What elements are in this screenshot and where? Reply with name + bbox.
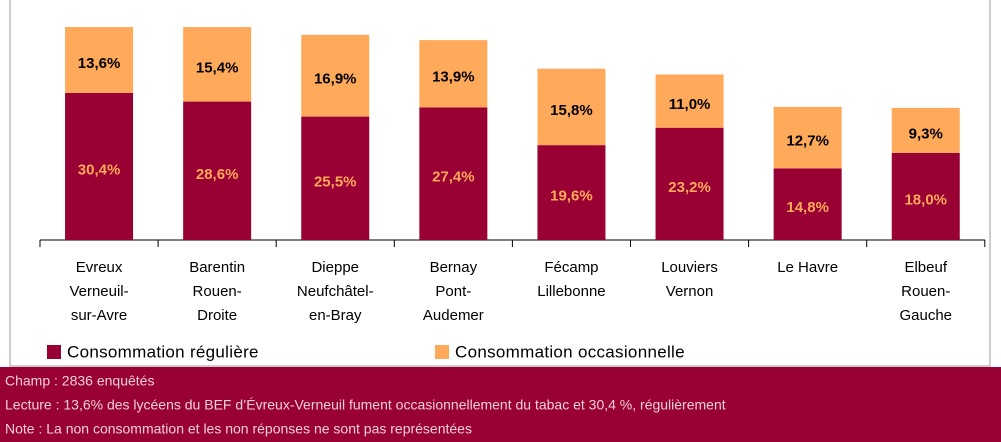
bar-segment	[891, 152, 960, 240]
legend-swatch	[435, 345, 449, 359]
data-label: 12,7%	[786, 133, 829, 150]
x-tick-label: Louviers Vernon	[661, 259, 718, 300]
data-label: 13,9%	[432, 69, 475, 86]
chart-frame	[9, 0, 991, 367]
bar-segment	[655, 127, 724, 240]
note-box	[0, 367, 1001, 442]
data-label: 13,6%	[78, 55, 121, 72]
bar-segment	[301, 34, 370, 117]
x-tick-label: Fécamp Lillebonne	[537, 259, 605, 300]
x-tick-label: Le Havre	[777, 259, 838, 276]
data-label: 28,6%	[196, 166, 239, 183]
bar-segment	[537, 68, 606, 146]
x-tick-label: Bernay Pont-Audemer	[423, 259, 484, 324]
bar-segment	[773, 168, 842, 240]
data-label: 11,0%	[669, 96, 711, 113]
note-line: Champ : 2836 enquêtés	[5, 373, 154, 389]
x-tick-label: Elbeuf Rouen-Gauche	[899, 259, 952, 324]
data-label: 16,9%	[314, 71, 357, 88]
data-label: 14,8%	[786, 199, 829, 216]
data-label: 23,2%	[668, 179, 711, 196]
bar-segment	[301, 116, 370, 240]
data-label: 9,3%	[909, 125, 943, 142]
note-line: Note : La non consommation et les non ré…	[5, 421, 472, 437]
bar-segment	[655, 74, 724, 128]
bar-segment	[537, 145, 606, 240]
data-label: 15,4%	[196, 59, 239, 76]
data-label: 15,8%	[550, 102, 593, 119]
data-label: 18,0%	[904, 191, 947, 208]
legend-swatch	[47, 345, 61, 359]
bar-segment	[419, 107, 488, 240]
note-line: Lecture : 13,6% des lycéens du BEF d’Évr…	[5, 397, 726, 413]
legend-label: Consommation régulière	[67, 342, 259, 361]
x-tick-label: Dieppe Neufchâtel-en-Bray	[297, 259, 374, 324]
legend-label: Consommation occasionnelle	[455, 342, 685, 361]
bar-segment	[183, 27, 252, 102]
data-label: 25,5%	[314, 173, 357, 190]
data-label: 27,4%	[432, 169, 475, 186]
bar-segment	[65, 92, 134, 240]
data-label: 30,4%	[78, 161, 121, 178]
x-tick-label: Evreux Verneuil-sur-Avre	[69, 259, 128, 324]
x-tick-label: Barentin Rouen-Droite	[189, 259, 245, 324]
bar-segment	[183, 101, 252, 241]
data-label: 19,6%	[550, 188, 593, 205]
bar-segment	[773, 106, 842, 169]
bar-segment	[891, 107, 960, 153]
bar-segment	[419, 40, 488, 108]
bar-segment	[65, 27, 134, 93]
